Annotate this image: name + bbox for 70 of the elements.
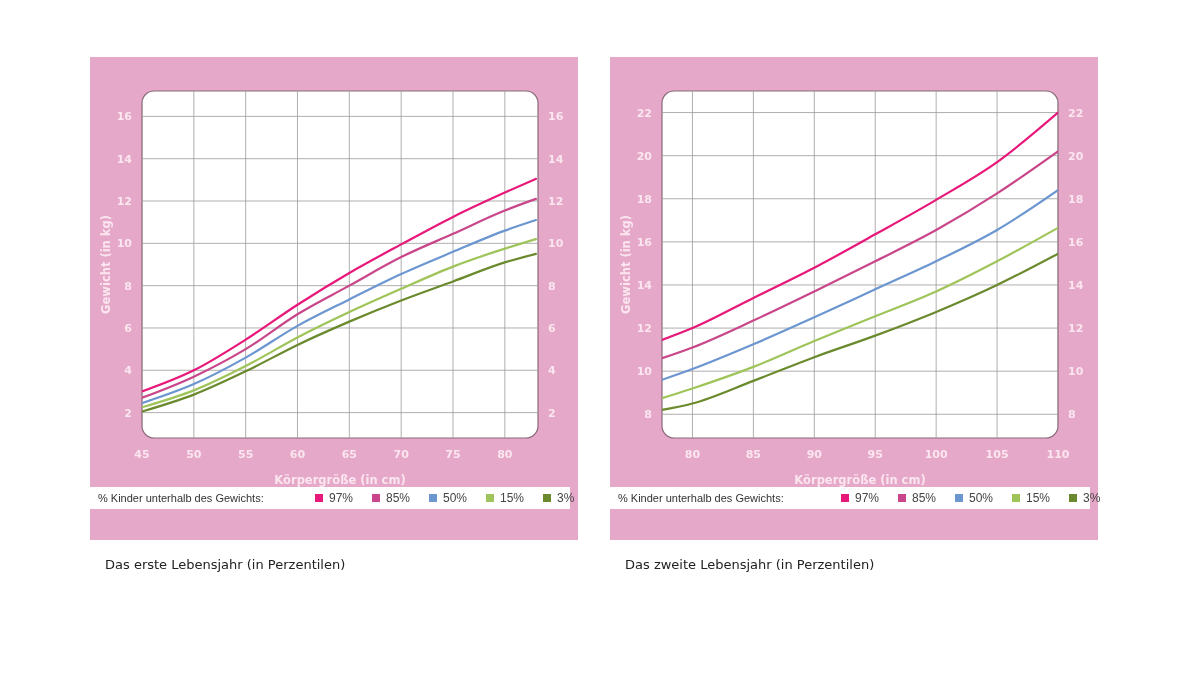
text: Das erste Lebensjahr (in Perzentilen) [105, 557, 346, 572]
y2-tick-label: 14 [548, 152, 564, 166]
x-tick-label: 105 [985, 448, 1009, 461]
legend-label: 15% [1026, 491, 1051, 505]
y-tick-label: 10 [116, 237, 133, 251]
y-tick-label: 14 [116, 152, 133, 166]
y-tick-label: 6 [124, 321, 133, 335]
y-axis-title: Gewicht (in kg) [99, 215, 113, 314]
y2-tick-label: 16 [548, 110, 564, 124]
y-tick-label: 16 [636, 235, 653, 249]
y2-tick-label: 10 [548, 237, 564, 251]
legend-title: % Kinder unterhalb des Gewichts: [618, 492, 784, 504]
y2-tick-label: 22 [1068, 106, 1084, 120]
y2-tick-label: 14 [1068, 278, 1084, 292]
y2-tick-label: 10 [1068, 365, 1084, 379]
x-tick-label: 60 [289, 448, 306, 461]
legend-label: 15% [500, 491, 525, 505]
y2-tick-label: 4 [548, 364, 556, 378]
x-tick-label: 70 [393, 448, 410, 461]
y-tick-label: 10 [636, 365, 653, 379]
text: Das zweite Lebensjahr (in Perzentilen) [625, 557, 875, 572]
line-series [662, 150, 1058, 360]
x-tick-label: 80 [497, 448, 513, 461]
y2-tick-label: 12 [548, 195, 564, 209]
y2-tick-label: 16 [1068, 235, 1084, 249]
x-tick-label: 65 [341, 448, 357, 461]
x-axis-title: Körpergröße (in cm) [274, 473, 406, 487]
y-tick-label: 8 [644, 408, 652, 422]
y-tick-label: 16 [116, 110, 133, 124]
x-tick-label: 75 [445, 448, 461, 461]
y2-tick-label: 8 [1068, 408, 1076, 422]
y-tick-label: 18 [636, 192, 652, 206]
legend-label: 3% [557, 491, 575, 505]
line-series [662, 189, 1058, 381]
legend-label: 50% [443, 491, 468, 505]
x-tick-label: 110 [1046, 448, 1070, 461]
y2-tick-label: 6 [548, 321, 556, 335]
y-tick-label: 14 [636, 278, 653, 292]
y2-tick-label: 20 [1068, 149, 1084, 163]
y2-tick-label: 12 [1068, 322, 1084, 336]
x-tick-label: 45 [134, 448, 150, 461]
y-tick-label: 12 [116, 195, 132, 209]
x-tick-label: 55 [238, 448, 254, 461]
legend-label: 50% [969, 491, 994, 505]
y2-tick-label: 8 [548, 279, 556, 293]
legend-title: % Kinder unterhalb des Gewichts: [98, 492, 264, 504]
x-tick-label: 85 [745, 448, 762, 461]
y2-tick-label: 2 [548, 406, 556, 420]
y-tick-label: 20 [636, 149, 653, 163]
legend-label: 85% [386, 491, 411, 505]
y-axis-title: Gewicht (in kg) [619, 215, 633, 314]
y-tick-label: 4 [124, 364, 133, 378]
legend-label: 85% [912, 491, 937, 505]
y-tick-label: 8 [124, 279, 132, 293]
y2-tick-label: 18 [1068, 192, 1084, 206]
legend-label: 3% [1083, 491, 1101, 505]
line-series [662, 252, 1058, 412]
x-tick-label: 90 [806, 448, 823, 461]
x-tick-label: 50 [186, 448, 202, 461]
x-tick-label: 100 [924, 448, 948, 461]
y-tick-label: 22 [636, 106, 652, 120]
y-tick-label: 2 [124, 406, 132, 420]
y-tick-label: 12 [636, 322, 652, 336]
line-series [662, 226, 1058, 400]
x-tick-label: 80 [684, 448, 701, 461]
x-tick-label: 95 [867, 448, 883, 461]
x-axis-title: Körpergröße (in cm) [794, 473, 926, 487]
line-series [662, 111, 1058, 342]
legend-label: 97% [329, 491, 354, 505]
legend-label: 97% [855, 491, 880, 505]
